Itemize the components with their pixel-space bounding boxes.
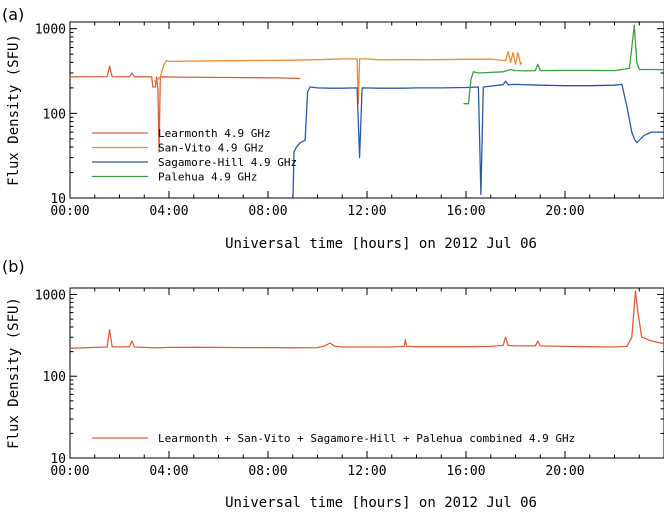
x-tick-label: 16:00 bbox=[446, 204, 485, 219]
panel-label: (b) bbox=[2, 257, 25, 276]
series-group bbox=[70, 24, 664, 198]
series-group bbox=[70, 290, 664, 349]
y-tick-label: 100 bbox=[43, 370, 66, 385]
series-line-4 bbox=[463, 24, 664, 105]
legend: Learmonth 4.9 GHz San-Vito 4.9 GHzSagamor… bbox=[92, 127, 297, 184]
legend-label: Learmonth + San-Vito + Sagamore-Hill + P… bbox=[158, 432, 575, 445]
y-tick-label: 1000 bbox=[35, 23, 66, 38]
series-line-1 bbox=[70, 65, 301, 153]
legend: Learmonth + San-Vito + Sagamore-Hill + P… bbox=[92, 432, 575, 445]
legend-label: San-Vito 4.9 GHz bbox=[158, 142, 264, 155]
panel-label: (a) bbox=[2, 5, 24, 24]
x-tick-label: 04:00 bbox=[149, 204, 188, 219]
series-line-1 bbox=[70, 290, 664, 349]
chart-panel-1: (a) 00:00 04:00 08:00 12:00 16:00 20:00 10 100 10… bbox=[2, 5, 664, 252]
chart-panel-2: (b) 00:00 04:00 08:00 12:00 16:00 20:00 10 100 10… bbox=[2, 257, 664, 511]
y-tick-label: 1000 bbox=[35, 288, 66, 303]
y-tick-label: 10 bbox=[50, 192, 66, 207]
x-axis-title: Universal time [hours] on 2012 Jul 06 bbox=[225, 236, 537, 252]
x-tick-label: 00:00 bbox=[50, 464, 89, 479]
legend-label: Sagamore-Hill 4.9 GHz bbox=[158, 156, 297, 169]
series-line-2 bbox=[153, 50, 523, 105]
series-line-3 bbox=[292, 80, 664, 198]
legend-label: Palehua 4.9 GHz bbox=[158, 171, 257, 184]
x-tick-label: 08:00 bbox=[248, 204, 287, 219]
y-tick-label: 100 bbox=[43, 107, 66, 122]
x-tick-label: 04:00 bbox=[149, 464, 188, 479]
y-axis-title: Flux Density (SFU) bbox=[6, 34, 22, 186]
y-tick-label: 10 bbox=[50, 452, 66, 467]
x-tick-label: 20:00 bbox=[545, 204, 584, 219]
x-axis-title: Universal time [hours] on 2012 Jul 06 bbox=[225, 495, 537, 511]
x-tick-label: 00:00 bbox=[50, 204, 89, 219]
y-axis-title: Flux Density (SFU) bbox=[6, 297, 22, 449]
legend-label: Learmonth 4.9 GHz bbox=[158, 127, 271, 140]
x-tick-label: 16:00 bbox=[446, 464, 485, 479]
x-tick-label: 12:00 bbox=[347, 464, 386, 479]
x-tick-label: 08:00 bbox=[248, 464, 287, 479]
x-tick-label: 12:00 bbox=[347, 204, 386, 219]
x-tick-label: 20:00 bbox=[545, 464, 584, 479]
